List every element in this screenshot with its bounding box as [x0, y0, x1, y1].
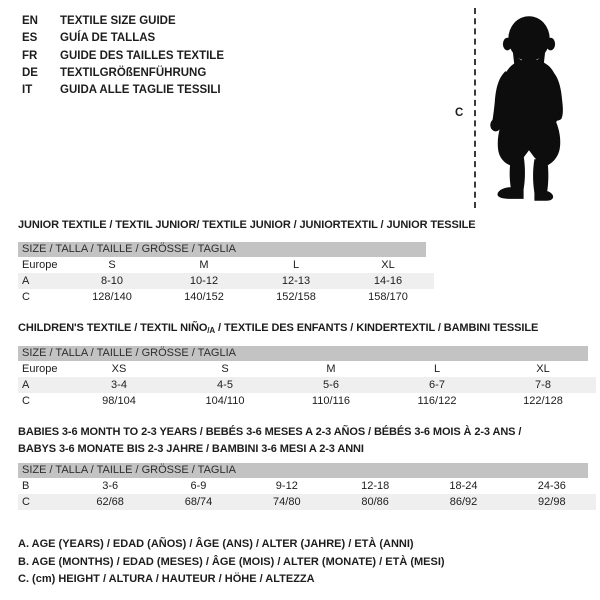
language-code: FR	[22, 49, 38, 62]
language-row: DE TEXTILGRÖßENFÜHRUNG	[22, 65, 224, 82]
size-cell: M	[199, 259, 209, 271]
row-label: C	[22, 291, 30, 303]
size-cell: 4-5	[217, 379, 233, 391]
language-code: DE	[22, 66, 38, 79]
size-cell: 9-12	[275, 480, 298, 492]
language-title: TEXTILE SIZE GUIDE	[60, 15, 176, 27]
size-cell: XL	[536, 363, 550, 375]
section-title-line: BABIES 3-6 MONTH TO 2-3 YEARS / BEBÉS 3-…	[18, 424, 521, 441]
size-cell: 140/152	[184, 291, 224, 303]
size-cell: 6-9	[190, 480, 207, 492]
size-cell: 3-6	[102, 480, 119, 492]
language-row: ES GUÍA DE TALLAS	[22, 30, 224, 47]
size-cell: L	[292, 259, 300, 271]
size-cell: 12-13	[281, 275, 311, 287]
title-subscript: /A	[207, 326, 216, 335]
section-title-line: JUNIOR TEXTILE / TEXTIL JUNIOR/ TEXTILE …	[18, 217, 476, 234]
table-row: A 3-4 4-5 5-6 6-7 7-8	[18, 377, 596, 393]
size-cell: S	[221, 363, 229, 375]
size-table-header: SIZE / TALLA / TAILLE / GRÖSSE / TAGLIA	[18, 242, 426, 257]
size-cell: 74/80	[273, 496, 301, 508]
title-text: BABYS 3-6 MONATE BIS 2-3 JAHRE / BAMBINI…	[18, 443, 364, 455]
size-cell: 5-6	[323, 379, 339, 391]
row-label: C	[22, 395, 30, 407]
size-table: SIZE / TALLA / TAILLE / GRÖSSE / TAGLIA E…	[18, 242, 434, 305]
size-cell: 62/68	[96, 496, 124, 508]
size-table: SIZE / TALLA / TAILLE / GRÖSSE / TAGLIA E…	[18, 346, 596, 409]
language-row: IT GUIDA ALLE TAGLIE TESSILI	[22, 82, 224, 99]
table-row: Europe XS S M L XL	[18, 361, 596, 377]
size-cell: 152/158	[276, 291, 316, 303]
language-code: IT	[22, 84, 33, 97]
size-cell: 24-36	[537, 480, 566, 492]
legend-line: A. AGE (YEARS) / EDAD (AÑOS) / ÂGE (ANS)…	[18, 538, 414, 550]
legend-line: C. (cm) HEIGHT / ALTURA / HAUTEUR / HÖHE…	[18, 573, 315, 585]
size-cell: S	[108, 259, 116, 271]
baby-silhouette-icon	[490, 16, 563, 201]
language-code: ES	[22, 32, 38, 45]
measure-legend: A. AGE (YEARS) / EDAD (AÑOS) / ÂGE (ANS)…	[18, 536, 445, 589]
title-text: / TEXTILE DES ENFANTS / KINDERTEXTIL / B…	[215, 322, 539, 334]
title-text: CHILDREN'S TEXTILE / TEXTIL NIÑO	[18, 322, 208, 334]
size-cell: 104/110	[205, 395, 245, 407]
language-title: GUIDA ALLE TAGLIE TESSILI	[60, 84, 221, 97]
height-measure-label: C	[455, 107, 464, 119]
size-table-header: SIZE / TALLA / TAILLE / GRÖSSE / TAGLIA	[18, 463, 588, 478]
size-cell: 14-16	[373, 275, 403, 287]
language-title-list: EN TEXTILE SIZE GUIDE ES GUÍA DE TALLAS FR GU…	[22, 13, 224, 99]
size-cell: 7-8	[535, 379, 551, 391]
size-cell: 128/140	[92, 291, 132, 303]
section-title: CHILDREN'S TEXTILE / TEXTIL NIÑO/A / TEX…	[18, 320, 538, 337]
table-row: Europe S M L XL	[18, 257, 434, 273]
section-title-line: BABYS 3-6 MONATE BIS 2-3 JAHRE / BAMBINI…	[18, 441, 521, 458]
size-cell: L	[433, 363, 441, 375]
table-row: C 98/104 104/110 110/116 116/122 122/128	[18, 393, 596, 409]
row-label: Europe	[22, 259, 58, 271]
table-row: C 62/68 68/74 74/80 80/86 86/92 92/98	[18, 494, 596, 510]
section-title: BABIES 3-6 MONTH TO 2-3 YEARS / BEBÉS 3-…	[18, 424, 521, 458]
table-row: C 128/140 140/152 152/158 158/170	[18, 289, 434, 305]
table-row: B 3-6 6-9 9-12 12-18 18-24 24-36	[18, 478, 596, 494]
language-title: GUIDE DES TAILLES TEXTILE	[60, 49, 224, 62]
size-cell: M	[326, 363, 336, 375]
legend-line: B. AGE (MONTHS) / EDAD (MESES) / ÂGE (MO…	[18, 555, 445, 568]
size-cell: 8-10	[100, 275, 124, 287]
size-cell: 10-12	[189, 275, 219, 287]
size-cell: 98/104	[102, 395, 136, 407]
title-text: BABIES 3-6 MONTH TO 2-3 YEARS / BEBÉS 3-…	[18, 426, 522, 438]
section-title: JUNIOR TEXTILE / TEXTIL JUNIOR/ TEXTILE …	[18, 217, 476, 234]
row-label: Europe	[22, 363, 58, 375]
language-title: TEXTILGRÖßENFÜHRUNG	[60, 66, 207, 79]
size-cell: 6-7	[429, 379, 445, 391]
size-cell: 68/74	[184, 496, 213, 508]
row-label: C	[22, 496, 30, 508]
size-cell: 92/98	[538, 496, 566, 508]
size-cell: 158/170	[368, 291, 408, 303]
size-table: SIZE / TALLA / TAILLE / GRÖSSE / TAGLIA B…	[18, 463, 596, 510]
size-cell: 116/122	[417, 395, 457, 407]
height-dashed-line	[474, 8, 476, 208]
section-title-line: CHILDREN'S TEXTILE / TEXTIL NIÑO/A / TEX…	[18, 320, 538, 337]
table-row: A 8-10 10-12 12-13 14-16	[18, 273, 434, 289]
size-cell: 18-24	[449, 480, 478, 492]
title-text: JUNIOR TEXTILE / TEXTIL JUNIOR/ TEXTILE …	[18, 219, 476, 231]
language-code: EN	[22, 15, 38, 27]
size-cell: XL	[381, 259, 395, 271]
size-cell: 122/128	[523, 395, 563, 407]
size-cell: 12-18	[361, 480, 390, 492]
size-cell: 86/92	[449, 496, 478, 508]
size-cell: XS	[111, 363, 127, 375]
size-cell: 110/116	[311, 395, 351, 407]
row-label: A	[22, 275, 30, 287]
row-label: B	[22, 480, 30, 492]
size-table-header: SIZE / TALLA / TAILLE / GRÖSSE / TAGLIA	[18, 346, 588, 361]
size-cell: 3-4	[111, 379, 127, 391]
size-cell: 80/86	[361, 496, 389, 508]
row-label: A	[22, 379, 30, 391]
language-row: FR GUIDE DES TAILLES TEXTILE	[22, 48, 224, 65]
language-title: GUÍA DE TALLAS	[60, 32, 156, 45]
language-row: EN TEXTILE SIZE GUIDE	[22, 13, 224, 30]
